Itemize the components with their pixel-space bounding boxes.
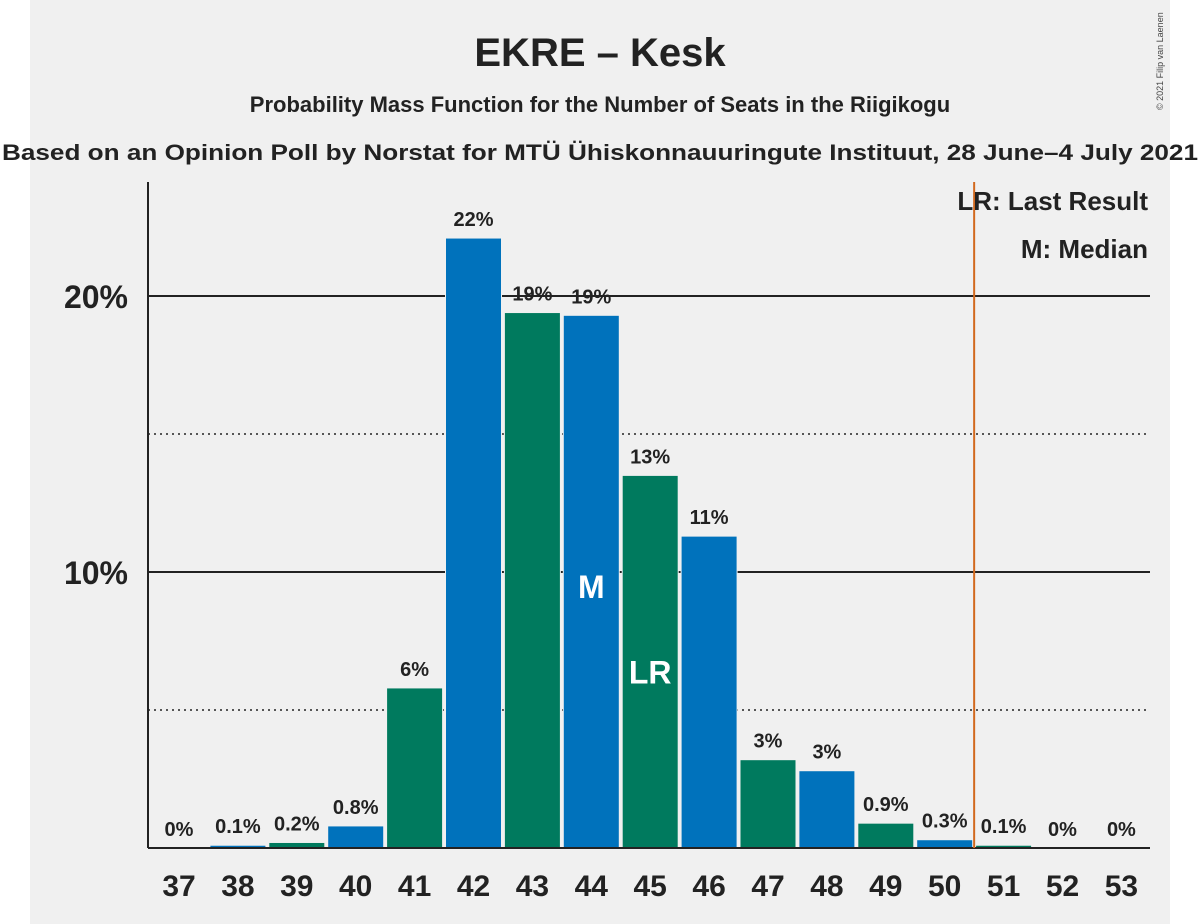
median-marker: M: [578, 569, 605, 605]
x-tick-53: 53: [1105, 870, 1138, 903]
x-tick-45: 45: [634, 870, 667, 903]
x-tick-52: 52: [1046, 870, 1079, 903]
x-tick-labels: 37 38 39 40 41 42 43 44 45 46 47 48 49 50 51 52 53: [162, 870, 1138, 903]
data-labels: 0% 0.1% 0.2% 0.8% 6% 22% 19% 19% 13% 11% 3% 3% 0.9% 0…: [165, 209, 1137, 841]
bar-50: [916, 839, 974, 849]
x-tick-40: 40: [339, 870, 372, 903]
bars: [209, 237, 1033, 849]
chart-title: EKRE – Kesk: [474, 31, 726, 75]
data-label-46: 11%: [690, 507, 729, 529]
data-label-39: 0.2%: [274, 813, 320, 835]
x-tick-46: 46: [692, 870, 725, 903]
x-tick-37: 37: [162, 870, 195, 903]
bar-49: [857, 822, 915, 849]
x-tick-48: 48: [810, 870, 843, 903]
x-tick-43: 43: [516, 870, 549, 903]
x-tick-38: 38: [221, 870, 254, 903]
data-label-48: 3%: [812, 742, 841, 764]
bar-markers: M LR: [578, 569, 672, 691]
x-tick-39: 39: [280, 870, 313, 903]
bar-46: [680, 535, 738, 849]
x-tick-50: 50: [928, 870, 961, 903]
legend-last-result: LR: Last Result: [957, 186, 1148, 216]
data-label-41: 6%: [400, 659, 429, 681]
data-label-49: 0.9%: [863, 794, 909, 816]
y-tick-label: 20%: [64, 279, 128, 315]
y-tick-label: 10%: [64, 555, 128, 591]
chart-source: Based on an Opinion Poll by Norstat for …: [2, 140, 1198, 165]
data-label-51: 0.1%: [981, 816, 1027, 838]
data-label-45: 13%: [630, 446, 670, 468]
legend-median: M: Median: [1021, 234, 1148, 264]
data-label-44: 19%: [571, 286, 611, 308]
bar-44: [562, 314, 620, 849]
data-label-42: 22%: [453, 209, 493, 231]
bar-47: [739, 759, 797, 849]
x-tick-41: 41: [398, 870, 431, 903]
data-label-53: 0%: [1107, 819, 1136, 841]
x-tick-51: 51: [987, 870, 1020, 903]
bar-40: [327, 825, 385, 849]
bar-41: [386, 687, 444, 849]
bar-48: [798, 770, 856, 849]
x-tick-49: 49: [869, 870, 902, 903]
data-label-52: 0%: [1048, 819, 1077, 841]
copyright-note: © 2021 Filip van Laenen: [1155, 12, 1165, 110]
data-label-37: 0%: [165, 819, 194, 841]
data-label-40: 0.8%: [333, 797, 379, 819]
bar-43: [503, 312, 561, 849]
bar-42: [445, 237, 502, 849]
last-result-marker: LR: [629, 654, 672, 690]
data-label-43: 19%: [512, 284, 552, 306]
x-tick-42: 42: [457, 870, 490, 903]
data-label-50: 0.3%: [922, 811, 968, 833]
x-tick-47: 47: [751, 870, 784, 903]
data-label-47: 3%: [754, 731, 783, 753]
y-tick-labels: 10% 20%: [64, 279, 128, 591]
x-tick-44: 44: [575, 870, 609, 903]
data-label-38: 0.1%: [215, 816, 261, 838]
chart-subtitle: Probability Mass Function for the Number…: [250, 92, 950, 117]
